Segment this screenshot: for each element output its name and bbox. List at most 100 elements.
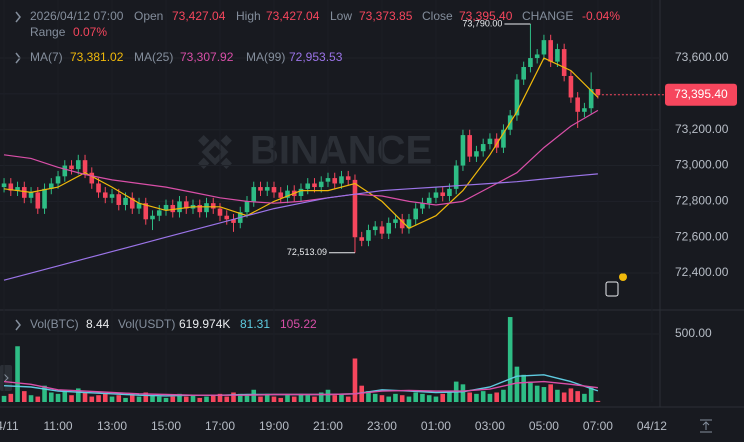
candle-body: [345, 176, 351, 180]
ma-legend-value: 73,307.92: [180, 50, 234, 64]
volume-bar: [467, 392, 472, 402]
candle-body: [453, 165, 459, 189]
volume-bar: [447, 391, 452, 402]
volume-bar: [163, 397, 169, 402]
y-tick-label: 72,800.00: [675, 194, 729, 208]
y-tick-label: 72,400.00: [675, 265, 729, 279]
info-label: Low: [330, 9, 352, 23]
volume-bar: [399, 395, 405, 402]
candle-body: [386, 222, 392, 234]
candle-body: [433, 192, 439, 198]
ma-line: [3, 173, 598, 281]
candle-body: [271, 187, 277, 193]
candle-body: [426, 197, 432, 204]
candle-body: [339, 176, 344, 184]
candle-body: [413, 208, 419, 220]
volume-bar: [291, 396, 297, 402]
volume-bar: [62, 389, 68, 402]
volume-bar: [210, 395, 216, 402]
candle-body: [251, 187, 257, 202]
volume-bar: [82, 392, 88, 402]
candle-body: [561, 49, 567, 76]
volume-bar: [89, 396, 95, 402]
candle-body: [332, 178, 338, 184]
info-value: 73,395.40: [459, 9, 513, 23]
volume-bar: [528, 381, 533, 402]
side-button[interactable]: [0, 365, 12, 391]
volume-bar: [271, 396, 277, 402]
candle-body: [244, 201, 250, 213]
candle-body: [393, 219, 398, 223]
volume-bar: [129, 393, 135, 402]
volume-bar: [595, 400, 601, 402]
volume-legend-value: 8.44: [86, 317, 110, 331]
candle-body: [75, 160, 81, 170]
candle-body: [62, 165, 68, 177]
candle-body: [177, 201, 182, 213]
candle-body: [8, 183, 14, 191]
x-tick-label: 04/12: [637, 419, 667, 433]
candle-body: [210, 203, 216, 209]
candle-body: [305, 183, 311, 189]
volume-bar: [15, 346, 20, 402]
volume-bar: [379, 395, 385, 402]
candle-body: [136, 203, 142, 209]
candle-body: [312, 183, 317, 188]
candle-body: [568, 75, 574, 98]
volume-bar: [143, 392, 149, 402]
candle-body: [467, 135, 472, 157]
candle-body: [35, 192, 41, 209]
candle-body: [42, 188, 47, 209]
candle-body: [521, 67, 526, 80]
collapse-icon[interactable]: [15, 11, 21, 23]
candle-body: [224, 215, 230, 220]
volume-bar: [501, 389, 506, 402]
volume-bar: [433, 396, 439, 402]
volume-bar: [413, 392, 419, 402]
volume-bar: [514, 366, 520, 402]
x-tick-label: 19:00: [259, 419, 289, 433]
candle-body: [372, 226, 378, 231]
candle-body: [55, 176, 61, 184]
event-icon[interactable]: [605, 281, 619, 297]
candle-body: [150, 215, 155, 220]
volume-bar: [1, 395, 7, 402]
info-label: High: [236, 9, 261, 23]
collapse-icon[interactable]: [15, 319, 21, 331]
candle-body: [89, 172, 95, 184]
volume-bar: [588, 387, 594, 402]
volume-bar: [170, 396, 176, 402]
candle-body: [318, 181, 324, 188]
volume-bar: [28, 395, 34, 402]
volume-bar: [258, 396, 263, 402]
volume-bar: [197, 397, 203, 402]
volume-bar: [521, 374, 526, 402]
ma-legend-value: 72,953.53: [289, 50, 343, 64]
candle-body: [264, 187, 270, 191]
volume-bar: [35, 396, 41, 402]
candle-body: [541, 40, 547, 55]
volume-bar: [190, 395, 196, 402]
volume-legend-value: 619.974K: [179, 317, 230, 331]
volume-bar: [8, 393, 14, 402]
candle-body: [170, 204, 176, 213]
candle-body: [231, 219, 236, 223]
candle-body: [278, 192, 284, 198]
candle-body: [359, 237, 365, 241]
annotation-label: 73,790.00: [462, 18, 502, 28]
info-label: Open: [134, 9, 163, 23]
volume-bar: [278, 397, 284, 402]
volume-bar: [204, 396, 209, 402]
candle-body: [352, 179, 358, 238]
fit-icon[interactable]: [700, 419, 712, 433]
candle-body: [406, 219, 412, 229]
candle-body: [285, 190, 290, 198]
candle-body: [15, 187, 20, 191]
volume-bar: [372, 393, 378, 402]
candle-body: [555, 49, 560, 62]
volume-bar: [116, 395, 122, 402]
candle-body: [474, 151, 479, 157]
volume-bar: [474, 393, 479, 402]
volume-bar: [541, 387, 547, 402]
